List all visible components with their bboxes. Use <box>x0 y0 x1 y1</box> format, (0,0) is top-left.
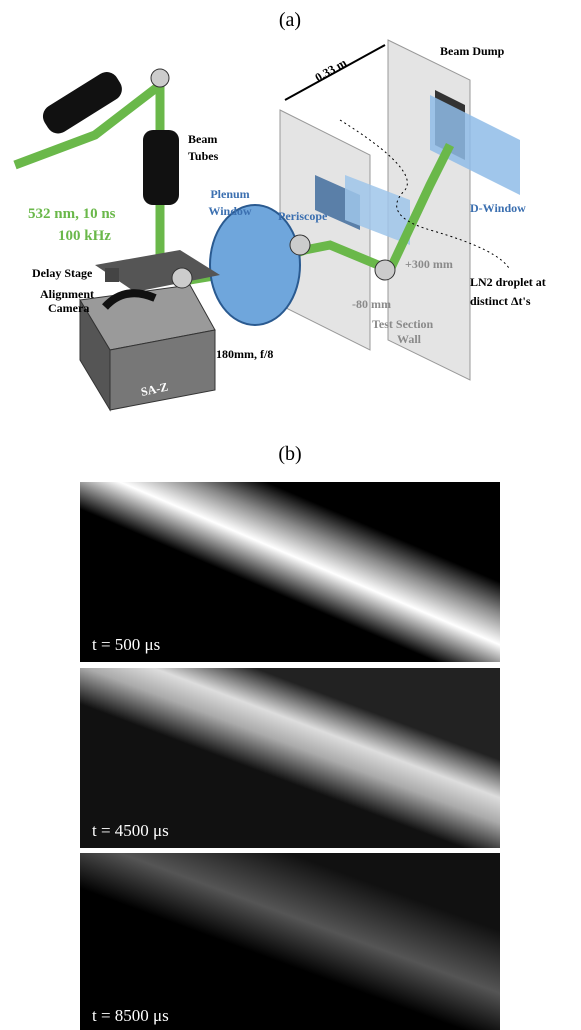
beam-tubes-label: Tubes <box>188 149 219 163</box>
droplet-label: LN2 droplet at <box>470 275 546 289</box>
wall-label: Test Section <box>372 317 434 331</box>
panel-label: (a) <box>279 9 301 31</box>
delay-stage-label: Delay Stage <box>32 266 93 280</box>
beam-tubes-label: Beam <box>188 132 217 146</box>
beam-dump-label: Beam Dump <box>440 44 505 58</box>
frame-caption: t = 8500 μs <box>92 1006 169 1025</box>
alignment-camera-label: Camera <box>48 301 89 315</box>
dimension-label: 0.33 m <box>313 55 349 84</box>
laser-label: 100 kHz <box>58 228 111 244</box>
droplet-label: distinct Δt's <box>470 294 531 308</box>
plenum-window-label: Window <box>208 204 251 218</box>
image-frame <box>80 853 500 1030</box>
panel-label: (b) <box>278 443 301 465</box>
wall-label: Wall <box>397 332 422 346</box>
figure: (a) 0.33 m Beam Dump Beam Tubes Plenum W… <box>0 0 581 1030</box>
plenum-window-label: Plenum <box>210 187 249 201</box>
offset-label: -80 mm <box>352 297 391 311</box>
alignment-camera-label: Alignment <box>40 287 94 301</box>
offset-label: +300 mm <box>405 257 453 271</box>
periscope-label: Periscope <box>278 209 328 223</box>
d-window-label: D-Window <box>470 201 526 215</box>
frame-caption: t = 4500 μs <box>92 821 169 840</box>
laser-label: 532 nm, 10 ns <box>28 206 116 222</box>
frame-caption: t = 500 μs <box>92 635 160 654</box>
lens-label: 180mm, f/8 <box>216 347 273 361</box>
